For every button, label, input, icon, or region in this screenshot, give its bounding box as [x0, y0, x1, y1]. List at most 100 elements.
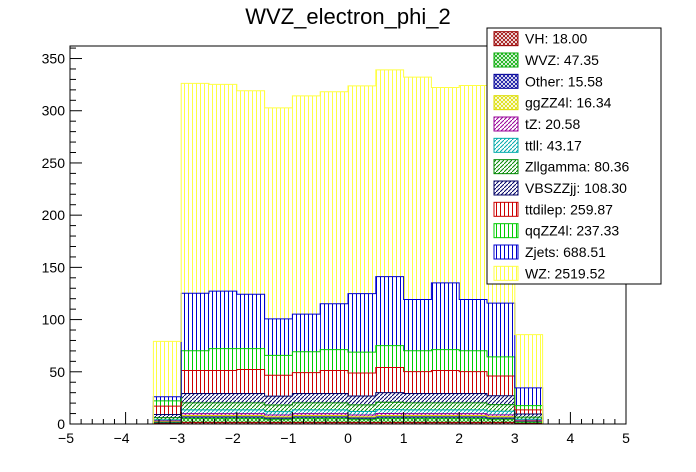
bar-qqZZ4l-bin-6 [320, 349, 348, 371]
bar-tZ-bin-2 [209, 413, 237, 416]
bar-ttll-bin-8 [375, 409, 404, 414]
bar-ttdilep-bin-1 [181, 370, 209, 394]
x-tick-label: −2 [225, 430, 241, 446]
x-tick-label: 2 [455, 430, 463, 446]
bar-Other-bin-8 [375, 416, 404, 419]
legend-swatch-VBSZZjj [493, 180, 519, 196]
x-tick-label: 4 [567, 430, 575, 446]
outline-Zllgamma [152, 401, 544, 424]
bar-WVZ-bin-4 [264, 419, 293, 423]
bar-WZ-bin-7 [348, 85, 376, 294]
bar-WVZ-bin-0 [153, 422, 182, 424]
bar-qqZZ4l-bin-1 [181, 350, 209, 371]
x-tick-label: −3 [169, 430, 185, 446]
bar-VH-bin-3 [236, 422, 265, 424]
bar-VBSZZjj-bin-13 [514, 414, 543, 418]
bar-WZ-bin-4 [264, 107, 293, 319]
bar-ttll-bin-1 [181, 409, 209, 414]
bar-Zllgamma-bin-1 [181, 402, 209, 410]
bar-qqZZ4l-bin-0 [153, 400, 182, 407]
legend-swatch-ttdilep [493, 201, 519, 217]
bar-Zllgamma-bin-4 [264, 404, 293, 412]
bar-Zllgamma-bin-6 [320, 402, 348, 410]
bar-ttdilep-bin-0 [153, 406, 182, 415]
bar-WVZ-bin-8 [375, 418, 404, 423]
outline-ttll [152, 409, 544, 424]
bar-qqZZ4l-bin-5 [292, 351, 321, 373]
y-tick-label: 250 [42, 155, 66, 171]
bar-VBSZZjj-bin-8 [375, 392, 404, 403]
bar-qqZZ4l-bin-12 [487, 356, 515, 377]
bar-VH-bin-5 [292, 422, 321, 424]
bar-ttll-bin-0 [153, 419, 182, 421]
x-tick-label: 1 [400, 430, 408, 446]
outline-Zjets [152, 276, 544, 424]
legend-label-Other: Other: 15.58 [525, 73, 603, 89]
bar-VBSZZjj-bin-1 [181, 393, 209, 403]
x-tick-label: −1 [280, 430, 296, 446]
bar-tZ-bin-5 [292, 413, 321, 416]
y-tick-label: 150 [42, 259, 66, 275]
bar-ttdilep-bin-12 [487, 376, 515, 396]
bar-Zjets-bin-12 [487, 303, 515, 357]
y-tick-label: 300 [42, 103, 66, 119]
bar-qqZZ4l-bin-2 [209, 348, 237, 371]
bar-VH-bin-11 [459, 422, 487, 424]
bar-qqZZ4l-bin-9 [403, 350, 432, 372]
bar-ggZZ4l-bin-2 [209, 415, 237, 417]
y-tick-label: 350 [42, 51, 66, 67]
legend: VH: 18.00 WVZ: 47.35 Other: 15.58 ggZZ4l: 1… [486, 27, 662, 285]
y-tick-label: 50 [49, 364, 65, 380]
legend-label-ttdilep: ttdilep: 259.87 [525, 201, 613, 217]
bar-ttdilep-bin-7 [348, 373, 376, 397]
bar-WZ-bin-11 [459, 85, 487, 300]
bar-VH-bin-4 [264, 422, 293, 424]
bar-Other-bin-5 [292, 416, 321, 419]
bar-WVZ-bin-11 [459, 418, 487, 423]
bar-ttll-bin-4 [264, 411, 293, 416]
legend-swatch-ttll [493, 137, 519, 153]
bar-WVZ-bin-5 [292, 418, 321, 423]
legend-label-Zjets: Zjets: 688.51 [525, 244, 606, 260]
bar-Zllgamma-bin-8 [375, 402, 404, 410]
bar-VBSZZjj-bin-3 [236, 393, 265, 403]
bar-ggZZ4l-bin-11 [459, 415, 487, 417]
bar-VH-bin-6 [320, 422, 348, 424]
stacked-bars [152, 69, 544, 424]
bar-Other-bin-6 [320, 416, 348, 419]
x-tick-label: −5 [58, 430, 74, 446]
bar-Zjets-bin-0 [153, 396, 182, 401]
legend-label-tZ: tZ: 20.58 [525, 116, 580, 132]
bar-VBSZZjj-bin-7 [348, 396, 376, 405]
bar-WVZ-bin-7 [348, 419, 376, 423]
bar-VBSZZjj-bin-11 [459, 393, 487, 403]
bar-WVZ-bin-3 [236, 418, 265, 423]
bar-VH-bin-2 [209, 422, 237, 424]
bar-tZ-bin-8 [375, 413, 404, 416]
legend-label-VBSZZjj: VBSZZjj: 108.30 [525, 180, 627, 196]
bar-ttdilep-bin-11 [459, 371, 487, 394]
bar-Zjets-bin-6 [320, 303, 348, 350]
bar-qqZZ4l-bin-4 [264, 355, 293, 376]
legend-box [486, 27, 662, 285]
bar-WZ-bin-5 [292, 95, 321, 315]
bar-Zjets-bin-13 [514, 387, 543, 406]
bar-Zjets-bin-3 [236, 294, 265, 349]
bar-Other-bin-3 [236, 416, 265, 419]
x-tick-label: −4 [114, 430, 130, 446]
legend-swatch-tZ [493, 116, 519, 132]
bar-VBSZZjj-bin-9 [403, 393, 432, 403]
bar-ggZZ4l-bin-7 [348, 416, 376, 419]
bar-Zllgamma-bin-11 [459, 402, 487, 410]
bar-ttll-bin-2 [209, 409, 237, 414]
bar-tZ-bin-11 [459, 413, 487, 416]
bar-WVZ-bin-13 [514, 422, 543, 424]
bar-ggZZ4l-bin-12 [487, 416, 515, 419]
bar-VH-bin-10 [431, 422, 460, 424]
bar-VBSZZjj-bin-12 [487, 395, 515, 405]
bar-ggZZ4l-bin-8 [375, 415, 404, 417]
bar-ttll-bin-13 [514, 419, 543, 421]
bar-VBSZZjj-bin-6 [320, 393, 348, 403]
bar-Zjets-bin-11 [459, 299, 487, 351]
bar-Other-bin-1 [181, 416, 209, 419]
